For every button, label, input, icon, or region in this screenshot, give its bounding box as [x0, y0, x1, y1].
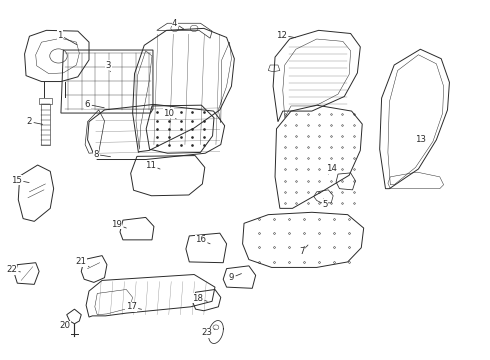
- Text: 21: 21: [76, 257, 89, 267]
- Polygon shape: [39, 98, 52, 104]
- Text: 3: 3: [106, 60, 111, 72]
- Text: 13: 13: [415, 135, 426, 144]
- Text: 10: 10: [163, 109, 176, 119]
- Text: 12: 12: [276, 31, 295, 40]
- Text: 18: 18: [192, 294, 207, 303]
- Text: 4: 4: [172, 19, 184, 29]
- Text: 19: 19: [111, 220, 126, 229]
- Text: 2: 2: [26, 117, 43, 126]
- Text: 5: 5: [322, 199, 328, 209]
- Text: 6: 6: [85, 100, 104, 109]
- Text: 14: 14: [326, 165, 337, 174]
- Text: 17: 17: [125, 302, 142, 311]
- Text: 20: 20: [59, 321, 70, 330]
- Text: 7: 7: [299, 245, 308, 256]
- Text: 15: 15: [11, 176, 29, 185]
- Text: 1: 1: [57, 31, 77, 45]
- Text: 16: 16: [195, 235, 210, 244]
- Text: 9: 9: [229, 273, 242, 282]
- Text: 23: 23: [202, 328, 215, 337]
- Text: 8: 8: [93, 150, 110, 159]
- Text: 11: 11: [145, 161, 160, 170]
- Text: 22: 22: [6, 265, 21, 274]
